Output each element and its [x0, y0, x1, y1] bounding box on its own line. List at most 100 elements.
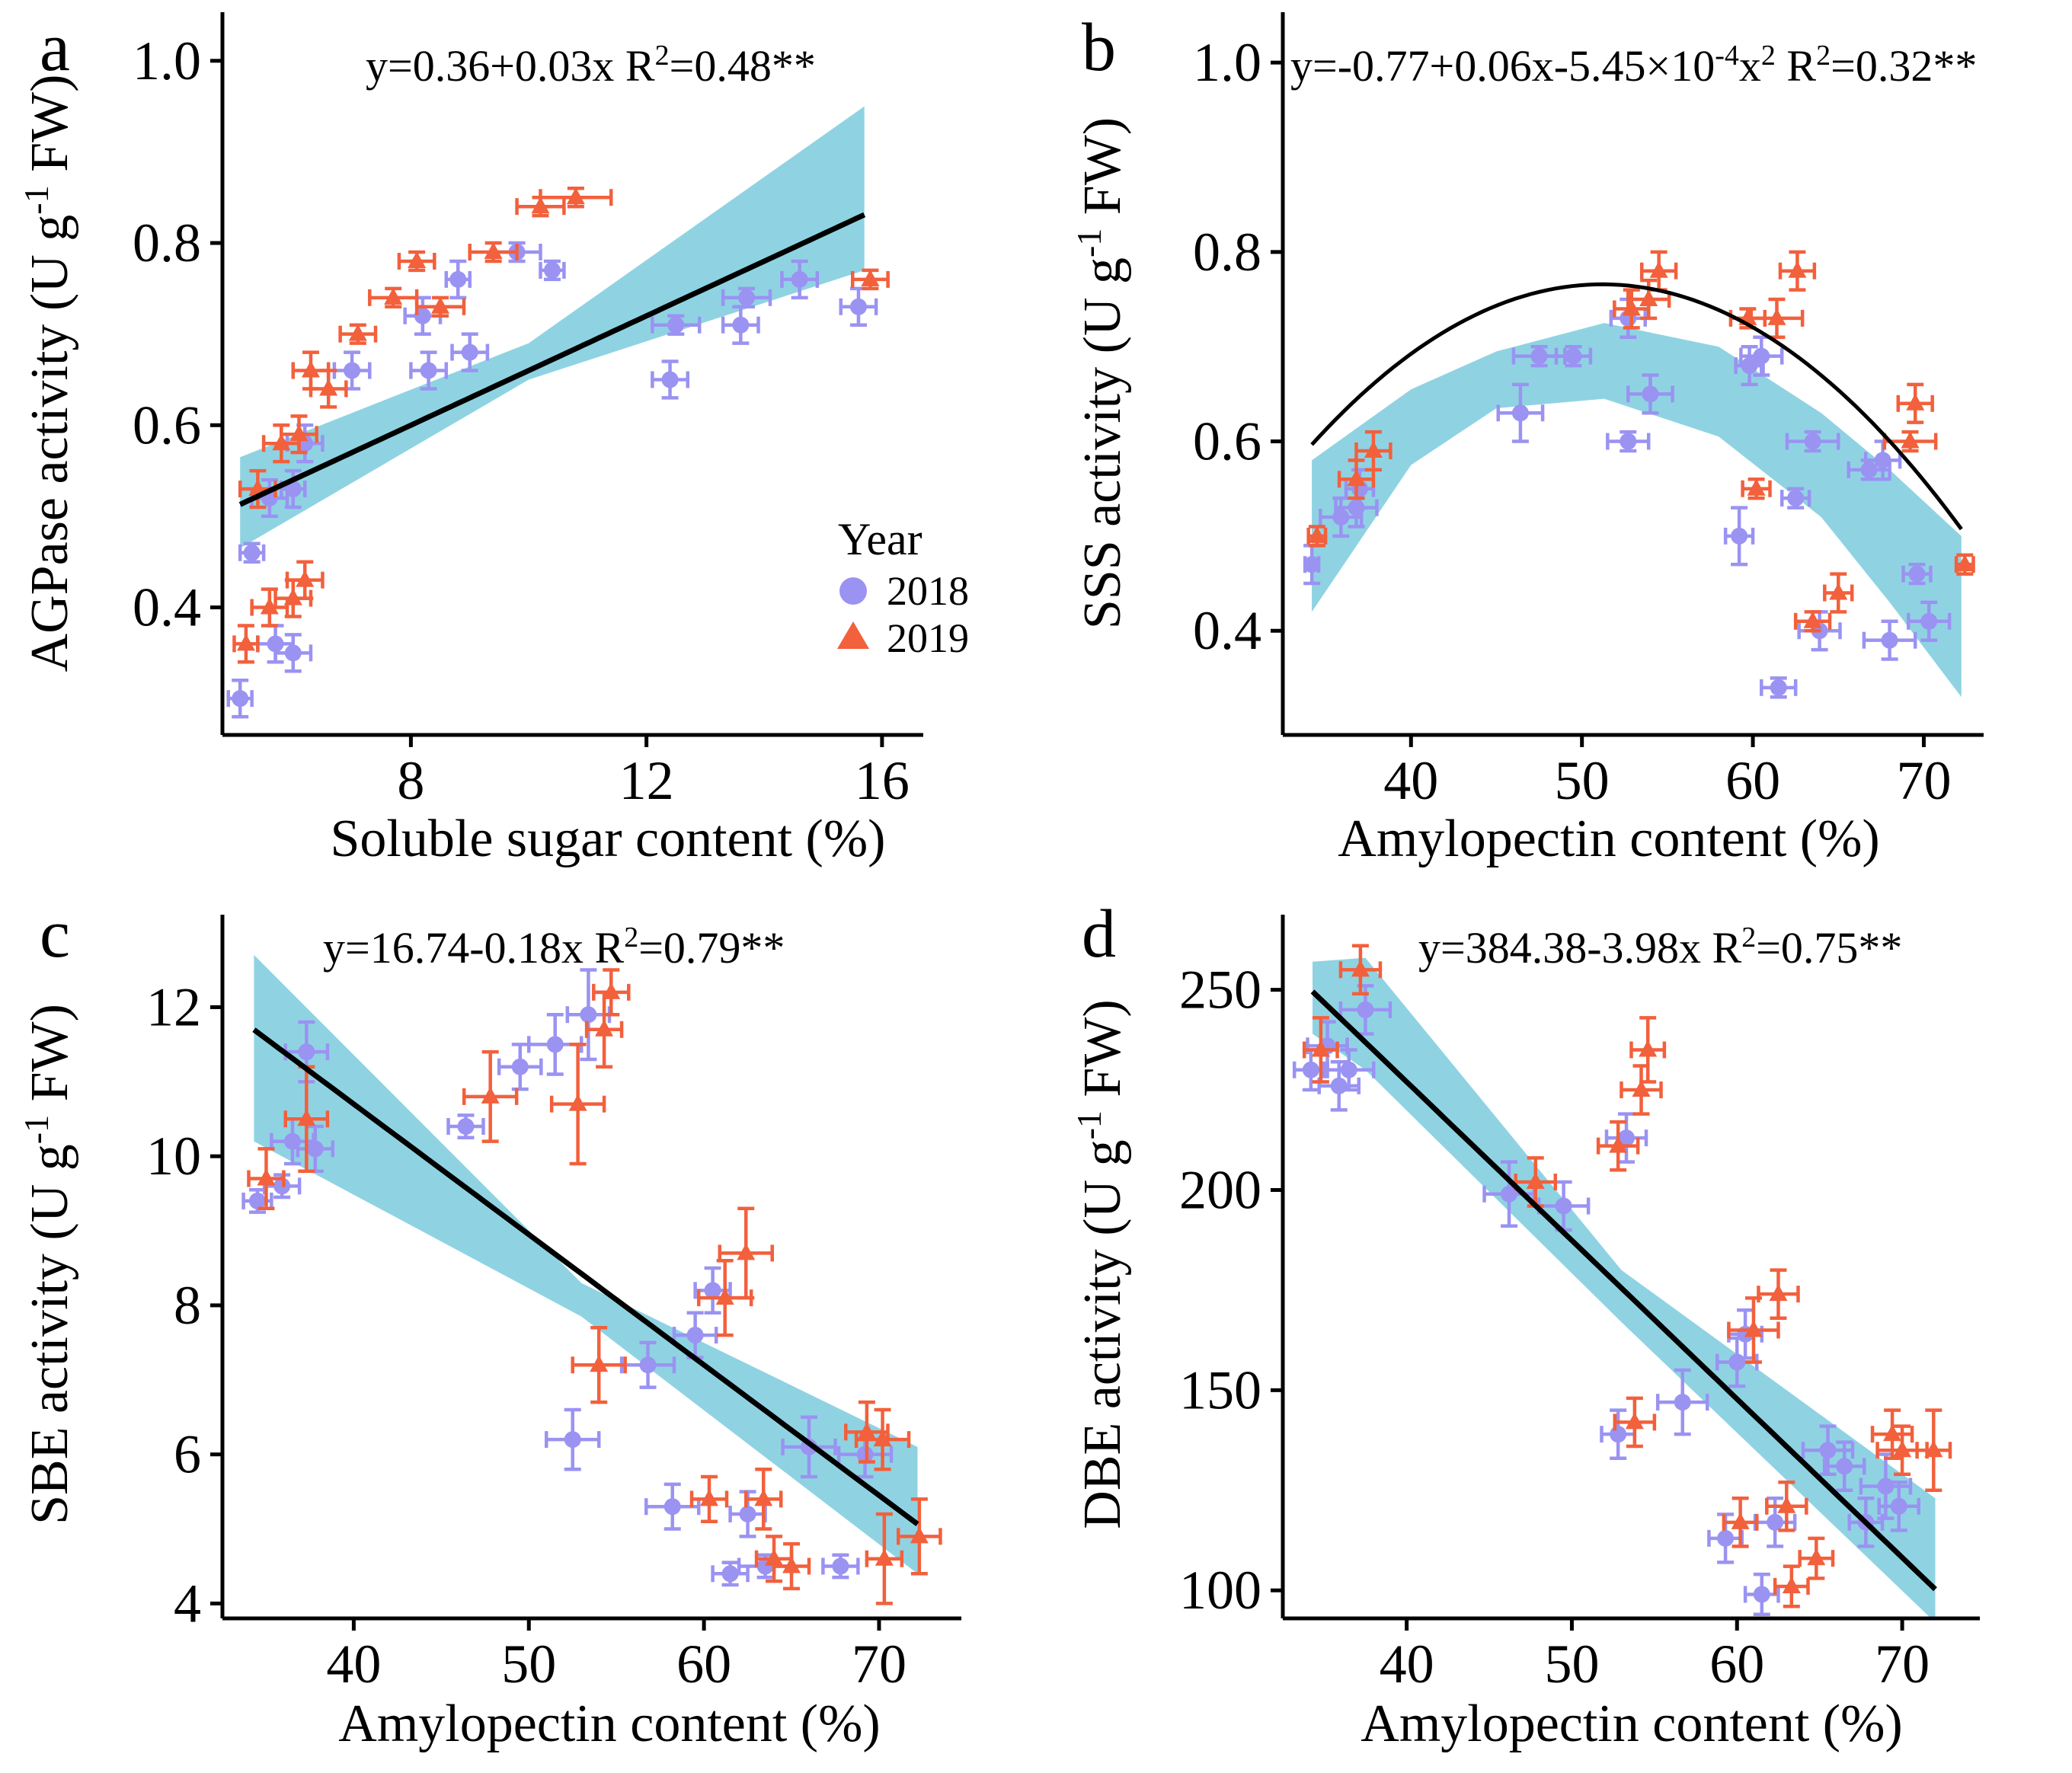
data-point-2018 — [651, 314, 702, 336]
x-tick-label: 40 — [1380, 1634, 1434, 1695]
marker-triangle — [875, 1548, 894, 1566]
marker-circle — [1511, 404, 1529, 422]
data-point-2019 — [1306, 525, 1328, 548]
x-tick-label: 8 — [397, 750, 424, 811]
data-point-2019 — [844, 1400, 890, 1464]
marker-triangle — [1639, 1040, 1658, 1057]
marker-triangle — [754, 1489, 773, 1506]
marker-circle — [1340, 1061, 1357, 1078]
data-point-2018 — [539, 259, 566, 282]
x-tick-label: 70 — [852, 1634, 906, 1695]
ticks-a: 8 12 16 0.4 0.6 0.8 1.0 — [133, 30, 910, 811]
x-tick-label: 40 — [326, 1634, 381, 1695]
marker-circle — [1728, 1353, 1746, 1371]
marker-triangle — [1788, 260, 1807, 278]
marker-triangle — [857, 1422, 876, 1439]
marker-triangle — [1649, 260, 1668, 278]
data-point-2018 — [651, 359, 690, 400]
y-tick-label: 8 — [174, 1275, 201, 1336]
series-2019-a — [232, 187, 890, 664]
data-point-2019 — [1338, 944, 1383, 996]
marker-circle — [1860, 461, 1878, 478]
x-tick-label: 60 — [676, 1634, 731, 1695]
axes-c — [220, 915, 961, 1621]
marker-circle — [232, 690, 249, 708]
marker-circle — [1881, 631, 1898, 649]
data-point-2019 — [1727, 1296, 1780, 1364]
marker-circle — [344, 362, 361, 379]
marker-circle — [1357, 1001, 1374, 1018]
data-point-2019 — [280, 414, 318, 455]
data-point-2019 — [397, 250, 436, 273]
marker-triangle — [1364, 440, 1383, 458]
marker-circle — [663, 1498, 681, 1516]
marker-circle — [1908, 565, 1926, 583]
data-point-2019 — [468, 241, 519, 264]
band-a — [240, 106, 865, 548]
data-point-2018 — [780, 259, 820, 300]
ticks-d: 40 50 60 70 100 150 200 250 — [1179, 960, 1930, 1695]
marker-triangle — [1807, 1548, 1826, 1566]
data-point-2018 — [1554, 344, 1593, 368]
marker-triangle — [1901, 431, 1920, 449]
marker-circle — [1770, 679, 1787, 696]
data-point-2018 — [821, 1553, 860, 1580]
marker-circle — [704, 1282, 721, 1299]
marker-circle — [284, 644, 302, 662]
marker-circle — [1731, 527, 1748, 545]
data-point-2019 — [1613, 1396, 1657, 1449]
data-point-2019 — [1823, 572, 1854, 614]
marker-triangle — [348, 324, 367, 341]
marker-circle — [243, 544, 261, 561]
x-axis-title-d: Amylopectin content (%) — [1361, 1695, 1902, 1753]
data-point-2018 — [238, 541, 266, 564]
x-tick-label: 70 — [1896, 750, 1951, 811]
data-point-2018 — [1739, 335, 1784, 377]
fit-line — [1310, 282, 1963, 531]
data-point-2019 — [1793, 610, 1832, 633]
marker-circle — [1741, 357, 1758, 375]
data-point-2019 — [1749, 297, 1805, 340]
marker-triangle — [257, 1168, 276, 1186]
marker-circle — [543, 261, 561, 279]
legend-title: Year — [838, 514, 922, 564]
marker-circle — [564, 1431, 581, 1449]
marker-triangle — [1769, 1284, 1788, 1302]
data-point-2019 — [1798, 1536, 1835, 1580]
data-point-2019 — [338, 323, 378, 345]
data-point-2018 — [711, 1561, 750, 1587]
panel-label-b: b — [1082, 10, 1116, 85]
y-axis-title-c: SBE activity (U g-1 FW) — [17, 1004, 80, 1525]
data-point-2019 — [744, 1468, 783, 1531]
marker-circle — [1877, 1478, 1895, 1495]
data-point-2019 — [850, 268, 890, 291]
marker-circle — [273, 1177, 291, 1195]
marker-circle — [1804, 433, 1821, 450]
marker-circle — [1920, 612, 1938, 630]
marker-triangle — [1924, 1440, 1943, 1458]
legend-label-2018: 2018 — [887, 568, 969, 614]
fit-b — [1310, 282, 1963, 531]
data-point-2018 — [1760, 676, 1798, 699]
y-tick-label: 0.8 — [133, 212, 201, 273]
marker-circle — [461, 343, 478, 361]
marker-circle — [1565, 347, 1582, 365]
marker-circle — [1620, 433, 1637, 450]
marker-circle — [306, 1140, 324, 1158]
data-point-2019 — [1773, 1564, 1810, 1608]
marker-circle — [739, 1505, 756, 1522]
y-axis-title-b: SSS activity (U g-1 FW) — [1070, 117, 1133, 629]
y-tick-label: 250 — [1179, 960, 1261, 1021]
marker-triangle — [1351, 960, 1370, 977]
marker-triangle — [1347, 469, 1366, 487]
data-point-2018 — [273, 633, 313, 673]
panel-label-d: d — [1082, 896, 1116, 972]
panel-a: a y=0.36+0.03x R2=0.48** 8 12 16 0.4 0.6 0.8 1… — [17, 10, 970, 868]
data-point-2019 — [539, 187, 613, 209]
series-2018-d — [1292, 984, 1921, 1616]
x-axis-title-a: Soluble sugar content (%) — [331, 810, 886, 868]
data-point-2018 — [1901, 562, 1933, 586]
fit-line — [252, 1027, 919, 1527]
marker-triangle — [1311, 1040, 1330, 1057]
marker-circle — [686, 1327, 704, 1344]
